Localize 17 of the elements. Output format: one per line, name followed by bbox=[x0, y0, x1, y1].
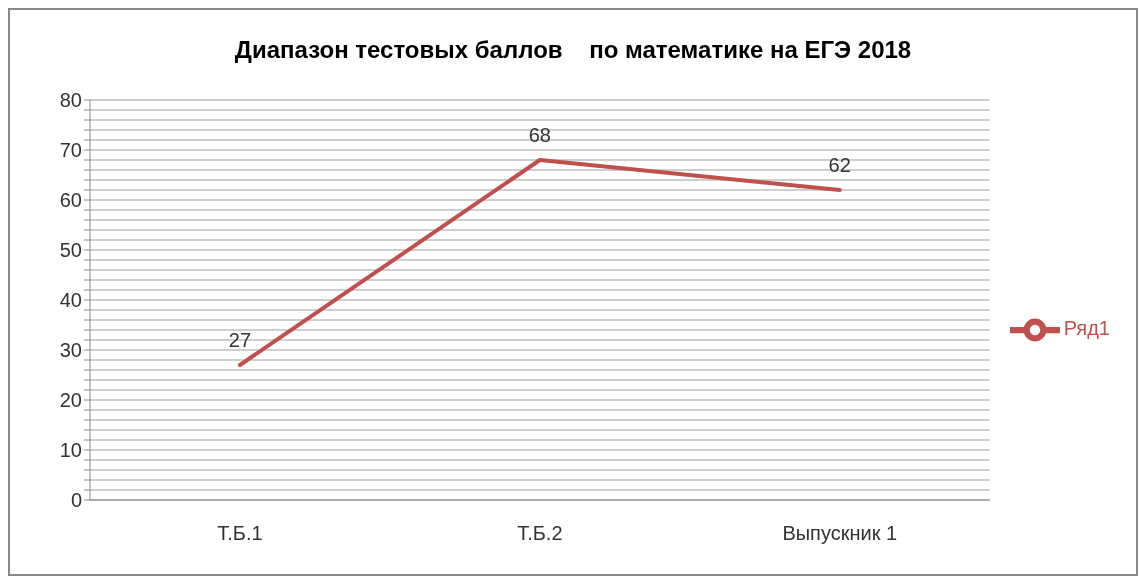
y-tick-label: 60 bbox=[59, 189, 82, 212]
data-label: 68 bbox=[528, 124, 551, 146]
y-tick-label: 0 bbox=[70, 489, 82, 512]
x-tick-label: Т.Б.1 bbox=[217, 522, 263, 545]
chart-title: Диапазон тестовых баллов по математике на ЕГЭ 2018 bbox=[233, 36, 913, 64]
y-tick-label: 80 bbox=[59, 89, 82, 112]
data-label: 27 bbox=[228, 329, 252, 351]
y-tick-label: 50 bbox=[59, 239, 82, 262]
legend-label: Ряд1 bbox=[1063, 317, 1110, 340]
x-tick-label: Т.Б.2 bbox=[517, 522, 563, 545]
y-tick-label: 70 bbox=[59, 139, 82, 162]
x-tick-label: Выпускник 1 bbox=[782, 522, 898, 545]
y-tick-label: 10 bbox=[59, 439, 82, 462]
y-tick-label: 40 bbox=[59, 289, 82, 312]
data-label: 62 bbox=[828, 154, 851, 176]
y-tick-label: 30 bbox=[59, 339, 82, 362]
y-tick-label: 20 bbox=[59, 389, 82, 412]
